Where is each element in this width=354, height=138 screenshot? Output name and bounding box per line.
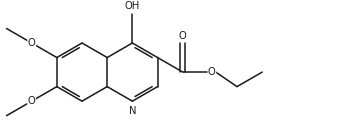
Text: O: O (28, 38, 35, 48)
Text: O: O (28, 96, 35, 106)
Text: O: O (208, 67, 216, 77)
Text: N: N (129, 107, 136, 116)
Text: O: O (179, 31, 187, 41)
Text: OH: OH (125, 2, 140, 11)
